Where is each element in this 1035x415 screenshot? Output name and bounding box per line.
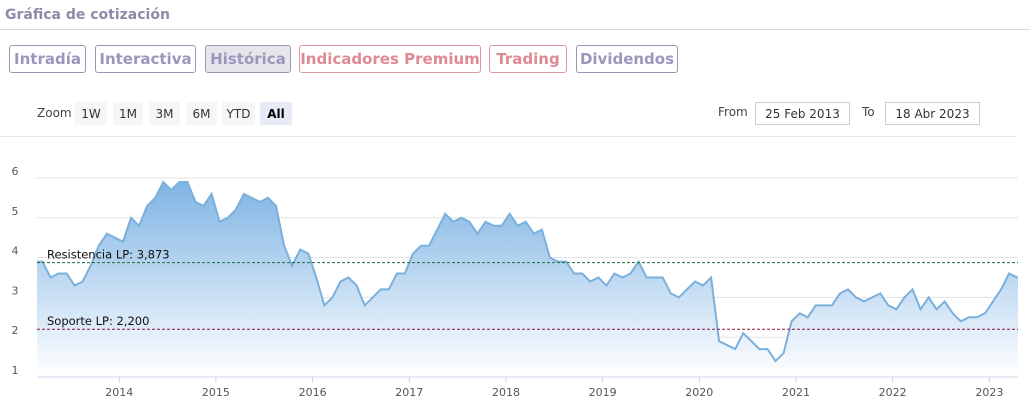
y-tick-label: 6 [12,165,19,178]
support-label: Soporte LP: 2,200 [47,314,149,328]
resistance-label: Resistencia LP: 3,873 [47,248,170,262]
divider [0,29,1030,30]
y-tick-label: 2 [12,324,19,337]
x-tick-label: 2019 [589,386,617,399]
x-tick-label: 2016 [299,386,327,399]
price-line [37,180,1018,363]
price-area [37,182,1018,377]
zoom-ytd-button[interactable]: YTD [222,102,255,125]
price-chart[interactable]: Resistencia LP: 3,873 Soporte LP: 2,200 1… [0,140,1035,415]
x-tick-label: 2014 [105,386,133,399]
from-label: From [718,105,748,119]
tab-intradia[interactable]: Intradía [9,45,86,73]
y-tick-label: 5 [12,205,19,218]
y-tick-label: 4 [12,245,19,258]
from-date-input[interactable]: 25 Feb 2013 [755,102,850,125]
y-tick-label: 1 [12,364,19,377]
zoom-1m-button[interactable]: 1M [113,102,143,125]
to-date-input[interactable]: 18 Abr 2023 [885,102,980,125]
zoom-all-button[interactable]: All [260,102,292,125]
x-tick-label: 2020 [685,386,713,399]
page-title: Gráfica de cotización [5,7,170,23]
zoom-3m-button[interactable]: 3M [149,102,180,125]
to-label: To [862,105,875,119]
x-tick-label: 2022 [879,386,907,399]
y-tick-label: 3 [12,284,19,297]
tab-dividendos[interactable]: Dividendos [576,45,678,73]
divider [0,136,1015,137]
zoom-1w-button[interactable]: 1W [75,102,107,125]
tab-trading[interactable]: Trading [489,45,567,73]
x-tick-label: 2018 [492,386,520,399]
zoom-label: Zoom [37,106,72,120]
x-tick-label: 2023 [975,386,1003,399]
x-tick-label: 2017 [395,386,423,399]
tab-indicadores-premium[interactable]: Indicadores Premium [299,45,481,73]
zoom-6m-button[interactable]: 6M [186,102,217,125]
tab-historica[interactable]: Histórica [205,45,291,73]
x-tick-label: 2015 [202,386,230,399]
tab-interactiva[interactable]: Interactiva [95,45,196,73]
x-tick-label: 2021 [782,386,810,399]
